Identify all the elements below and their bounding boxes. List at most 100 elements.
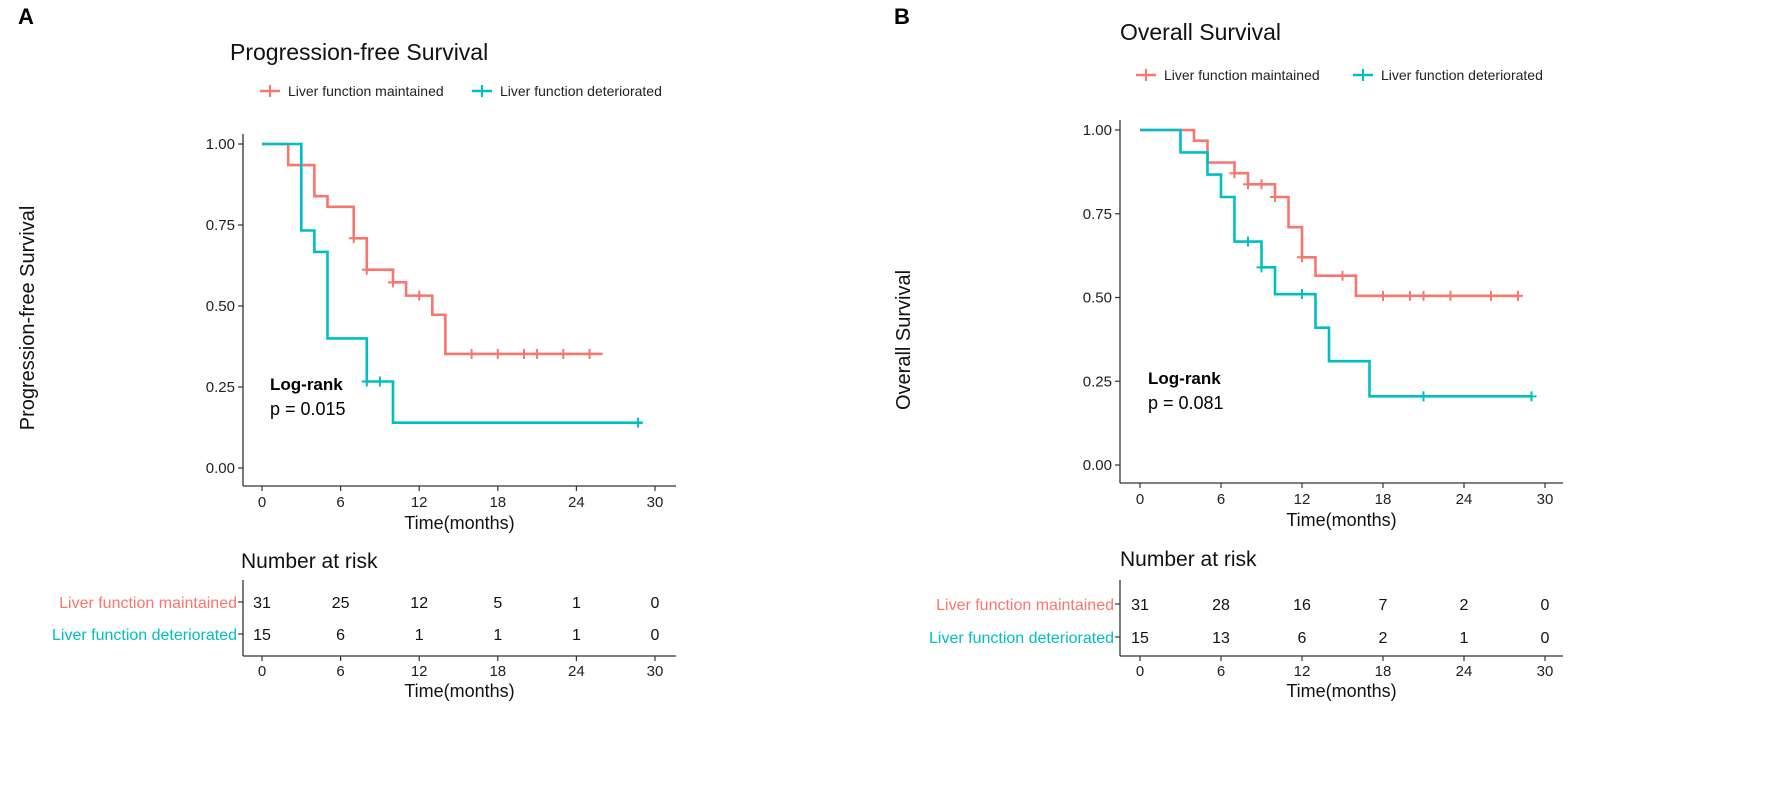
risk-count: 2 bbox=[1379, 630, 1388, 647]
censor-mark bbox=[1243, 179, 1253, 190]
censor-mark bbox=[632, 417, 643, 428]
risk-count: 13 bbox=[1212, 630, 1230, 647]
risk-x-tick-label: 12 bbox=[411, 663, 428, 680]
legend-label: Liver function maintained bbox=[1164, 67, 1320, 83]
y-axis-label: Progression-free Survival bbox=[17, 206, 39, 431]
censor-mark bbox=[492, 348, 503, 359]
y-tick-label: 0.25 bbox=[206, 379, 235, 396]
x-tick-label: 18 bbox=[1375, 491, 1392, 508]
logrank-title: Log-rank bbox=[1148, 369, 1221, 388]
risk-count: 2 bbox=[1460, 597, 1469, 614]
legend-label: Liver function maintained bbox=[288, 83, 444, 99]
censor-mark bbox=[361, 264, 372, 275]
km-curve bbox=[262, 142, 642, 424]
risk-row-label: Liver function deteriorated bbox=[52, 627, 237, 644]
censor-mark bbox=[388, 277, 398, 288]
km-curve bbox=[1140, 128, 1532, 398]
censor-mark bbox=[1256, 179, 1267, 190]
x-axis-label: Time(months) bbox=[1286, 510, 1396, 530]
logrank-p-value: p = 0.081 bbox=[1148, 393, 1224, 413]
y-tick-label: 0.75 bbox=[1083, 206, 1112, 223]
risk-count: 15 bbox=[253, 627, 271, 644]
panel-label: A bbox=[18, 4, 34, 29]
censor-mark bbox=[466, 348, 477, 359]
x-tick-label: 30 bbox=[1537, 491, 1554, 508]
censor-mark bbox=[1378, 290, 1388, 301]
y-tick-label: 0.00 bbox=[1083, 457, 1112, 474]
risk-count: 1 bbox=[1460, 630, 1469, 647]
x-tick-label: 30 bbox=[647, 494, 664, 511]
risk-count: 6 bbox=[336, 627, 345, 644]
risk-x-tick-label: 0 bbox=[1136, 663, 1144, 680]
x-tick-label: 12 bbox=[1294, 491, 1311, 508]
risk-count: 15 bbox=[1131, 630, 1149, 647]
risk-count: 31 bbox=[1131, 597, 1149, 614]
censor-mark bbox=[1297, 252, 1307, 263]
x-tick-label: 12 bbox=[411, 494, 428, 511]
y-tick-label: 0.75 bbox=[206, 217, 235, 234]
risk-count: 7 bbox=[1379, 597, 1388, 614]
censor-mark bbox=[1297, 289, 1307, 300]
risk-row-label: Liver function maintained bbox=[936, 597, 1114, 614]
risk-row-label: Liver function maintained bbox=[59, 595, 237, 612]
risk-x-tick-label: 30 bbox=[647, 663, 664, 680]
risk-x-tick-label: 18 bbox=[1375, 663, 1392, 680]
risk-x-tick-label: 30 bbox=[1537, 663, 1554, 680]
censor-mark bbox=[1405, 290, 1415, 301]
y-tick-label: 0.50 bbox=[206, 298, 235, 315]
censor-mark bbox=[1337, 270, 1348, 281]
panel-b: B Overall Survival Liver function maintain… bbox=[893, 4, 1563, 701]
censor-mark bbox=[1418, 391, 1429, 402]
censor-mark bbox=[348, 233, 359, 244]
y-tick-label: 0.00 bbox=[206, 460, 235, 477]
risk-x-tick-label: 18 bbox=[489, 663, 506, 680]
risk-x-axis-label: Time(months) bbox=[404, 681, 514, 701]
x-tick-label: 24 bbox=[1456, 491, 1473, 508]
panel-label: B bbox=[894, 4, 910, 29]
risk-count: 0 bbox=[651, 627, 660, 644]
risk-count: 1 bbox=[572, 627, 581, 644]
censor-mark bbox=[414, 290, 425, 301]
risk-count: 0 bbox=[651, 595, 660, 612]
risk-x-tick-label: 24 bbox=[1456, 663, 1473, 680]
risk-count: 1 bbox=[493, 627, 502, 644]
risk-x-tick-label: 12 bbox=[1294, 663, 1311, 680]
y-axis-label: Overall Survival bbox=[893, 270, 915, 410]
censor-mark bbox=[1526, 391, 1537, 402]
risk-count: 0 bbox=[1541, 630, 1550, 647]
risk-count: 6 bbox=[1298, 630, 1307, 647]
y-tick-label: 0.50 bbox=[1083, 290, 1112, 307]
x-tick-label: 0 bbox=[258, 494, 266, 511]
risk-row-label: Liver function deteriorated bbox=[929, 630, 1114, 647]
risk-table-title: Number at risk bbox=[1120, 548, 1257, 571]
km-curve bbox=[262, 142, 603, 356]
y-tick-label: 0.25 bbox=[1083, 373, 1112, 390]
panel-a: A Progression-free Survival Liver function… bbox=[17, 4, 676, 701]
risk-x-tick-label: 24 bbox=[568, 663, 585, 680]
x-tick-label: 6 bbox=[336, 494, 344, 511]
censor-mark bbox=[1270, 192, 1280, 202]
censor-mark bbox=[1418, 290, 1429, 301]
censor-mark bbox=[532, 348, 543, 359]
censor-mark bbox=[1243, 236, 1253, 247]
x-tick-label: 0 bbox=[1136, 491, 1144, 508]
y-tick-label: 1.00 bbox=[1083, 122, 1112, 139]
risk-count: 1 bbox=[415, 627, 424, 644]
censor-mark bbox=[1256, 262, 1267, 273]
risk-table-title: Number at risk bbox=[241, 550, 378, 573]
km-curve bbox=[1140, 128, 1518, 298]
censor-mark bbox=[584, 348, 595, 359]
legend-label: Liver function deteriorated bbox=[1381, 67, 1543, 83]
x-tick-label: 24 bbox=[568, 494, 585, 511]
censor-mark bbox=[374, 376, 385, 387]
x-tick-label: 6 bbox=[1217, 491, 1225, 508]
logrank-p-value: p = 0.015 bbox=[270, 399, 346, 419]
risk-x-axis-label: Time(months) bbox=[1286, 681, 1396, 701]
risk-count: 31 bbox=[253, 595, 271, 612]
chart-title: Progression-free Survival bbox=[230, 39, 488, 65]
censor-mark bbox=[361, 376, 372, 387]
risk-count: 25 bbox=[332, 595, 350, 612]
chart-title: Overall Survival bbox=[1120, 19, 1281, 45]
x-tick-label: 18 bbox=[489, 494, 506, 511]
logrank-title: Log-rank bbox=[270, 375, 343, 394]
